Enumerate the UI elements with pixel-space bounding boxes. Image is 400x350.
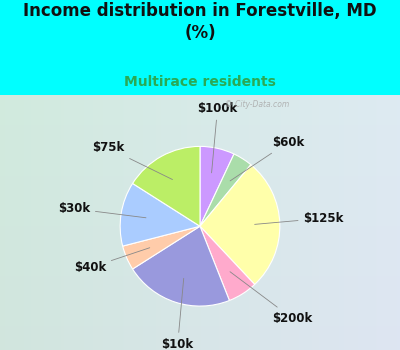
- Text: $60k: $60k: [230, 136, 304, 181]
- Text: Income distribution in Forestville, MD
(%): Income distribution in Forestville, MD (…: [23, 2, 377, 42]
- Text: $40k: $40k: [74, 248, 150, 274]
- Text: $30k: $30k: [58, 202, 146, 218]
- Text: Multirace residents: Multirace residents: [124, 75, 276, 89]
- Text: $200k: $200k: [230, 272, 312, 324]
- Wedge shape: [132, 226, 229, 306]
- Wedge shape: [200, 146, 234, 226]
- Text: $10k: $10k: [162, 278, 194, 350]
- Text: © City-Data.com: © City-Data.com: [225, 100, 290, 110]
- Wedge shape: [120, 183, 200, 246]
- Wedge shape: [200, 165, 280, 285]
- Text: $75k: $75k: [92, 141, 172, 180]
- Text: $125k: $125k: [255, 212, 344, 225]
- Wedge shape: [200, 226, 255, 301]
- Wedge shape: [132, 146, 200, 226]
- Wedge shape: [200, 154, 251, 226]
- Text: $100k: $100k: [198, 102, 238, 173]
- Wedge shape: [123, 226, 200, 269]
